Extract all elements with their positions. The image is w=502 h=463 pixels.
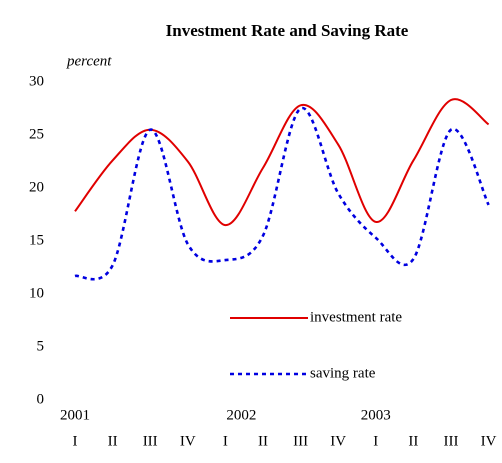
- y-tick-label: 25: [29, 126, 44, 142]
- x-tick-label: I: [223, 433, 228, 449]
- y-tick-label: 30: [29, 73, 44, 89]
- x-tick-label: III: [293, 433, 308, 449]
- x-tick-label: II: [258, 433, 268, 449]
- x-tick-label: III: [444, 433, 459, 449]
- x-tick-label: IV: [481, 433, 497, 449]
- series-line: [74, 98, 490, 227]
- y-tick-label: 20: [29, 179, 44, 195]
- chart-subtitle: percent: [66, 53, 112, 69]
- x-tick-label: I: [73, 433, 78, 449]
- x-tick-label: III: [143, 433, 158, 449]
- x-tick-label: II: [408, 433, 418, 449]
- legend-label: investment rate: [310, 309, 402, 325]
- x-tick-label: I: [373, 433, 378, 449]
- year-label: 2002: [226, 407, 256, 423]
- y-tick-label: 5: [37, 338, 45, 354]
- year-label: 2003: [361, 407, 391, 423]
- x-tick-label: IV: [180, 433, 196, 449]
- y-tick-label: 0: [37, 391, 45, 407]
- x-tick-label: II: [108, 433, 118, 449]
- year-label: 2001: [60, 407, 90, 423]
- y-tick-label: 10: [29, 285, 44, 301]
- series-line: [74, 107, 490, 281]
- chart-title: Investment Rate and Saving Rate: [166, 21, 409, 40]
- x-tick-label: IV: [330, 433, 346, 449]
- legend-label: saving rate: [310, 365, 376, 381]
- y-tick-label: 15: [29, 232, 44, 248]
